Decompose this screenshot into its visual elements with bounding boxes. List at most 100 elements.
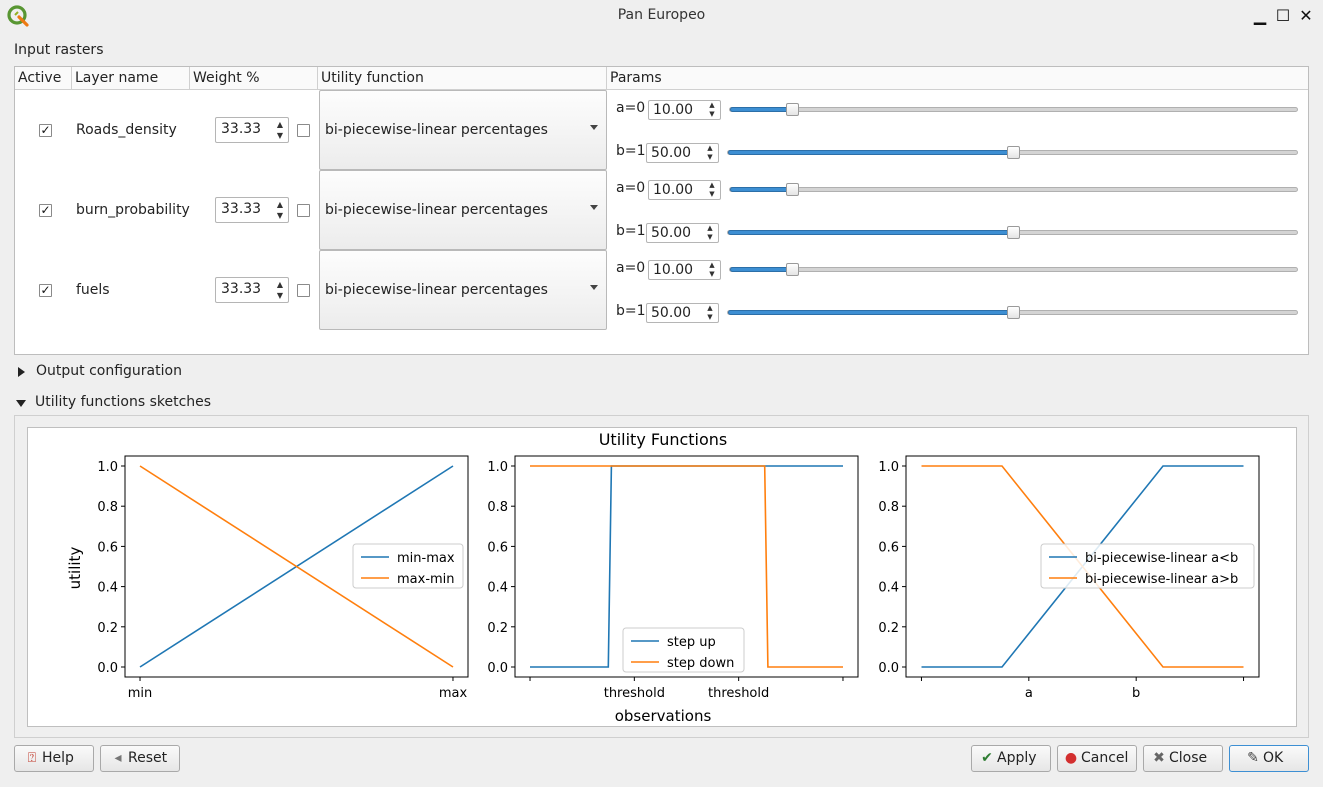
layer-name: burn_probability [76, 202, 190, 218]
qgis-logo-icon [7, 5, 29, 27]
column-header-weight[interactable]: Weight % [190, 67, 318, 90]
param-b-slider[interactable] [727, 226, 1298, 239]
y-axis-label: utility [66, 547, 84, 590]
active-checkbox[interactable]: ✓ [39, 123, 52, 137]
param-a-spinbox[interactable]: 10.00 ▲ ▼ [648, 100, 721, 120]
param-a-spinbox[interactable]: 10.00 ▲ ▼ [648, 180, 721, 200]
x-axis-label: observations [615, 707, 712, 725]
param-a-slider[interactable] [729, 103, 1298, 116]
param-a-slider[interactable] [729, 183, 1298, 196]
param-b-label: b=1 [616, 223, 646, 239]
minimize-button[interactable]: ▁ [1253, 6, 1267, 25]
column-header-active[interactable]: Active [15, 67, 72, 90]
reset-icon: ◂ [114, 750, 122, 766]
spin-arrows-icon[interactable]: ▲ ▼ [707, 304, 713, 321]
active-checkbox[interactable]: ✓ [39, 283, 52, 297]
utility-sketches-toggle[interactable]: Utility functions sketches [14, 393, 314, 413]
legend-label: step up [667, 635, 716, 650]
weight-spinbox[interactable]: 33.33 ▲ ▼ [215, 277, 289, 303]
close-icon: ✖ [1153, 750, 1165, 766]
param-b-spinbox[interactable]: 50.00 ▲ ▼ [646, 143, 719, 163]
weight-lock-checkbox[interactable] [297, 124, 310, 137]
x-tick-label: threshold [604, 686, 665, 701]
utility-function-combobox[interactable]: bi-piecewise-linear percentages [319, 170, 607, 250]
y-tick-label: 0.6 [878, 540, 899, 555]
reset-label: Reset [128, 750, 168, 766]
help-button[interactable]: ⍰ Help [14, 745, 94, 772]
weight-lock-checkbox[interactable] [297, 284, 310, 297]
subplot-frame [124, 455, 469, 678]
subplot-frame [514, 455, 859, 678]
weight-spinbox[interactable]: 33.33 ▲ ▼ [215, 197, 289, 223]
param-a-value: 10.00 [653, 182, 694, 198]
chevron-down-icon [590, 205, 598, 210]
slider-fill [730, 267, 792, 272]
close-window-button[interactable]: ✕ [1299, 6, 1313, 25]
cancel-label: Cancel [1081, 750, 1129, 766]
utility-sketches-panel: Utility Functions 0.0 0.2 0.4 0.6 0.8 1.0 min ma… [14, 415, 1309, 738]
cancel-button[interactable]: ● Cancel [1057, 745, 1137, 772]
apply-button[interactable]: ✔ Apply [971, 745, 1051, 772]
weight-value: 33.33 [221, 121, 262, 137]
param-b-slider[interactable] [727, 306, 1298, 319]
input-rasters-table: Active Layer name Weight % Utility funct… [14, 66, 1309, 355]
slider-fill [728, 150, 1013, 155]
param-b-slider[interactable] [727, 146, 1298, 159]
param-a-slider[interactable] [729, 263, 1298, 276]
spin-arrows-icon[interactable]: ▲ ▼ [276, 200, 284, 220]
slider-handle[interactable] [1007, 146, 1020, 159]
slider-handle[interactable] [786, 183, 799, 196]
param-b-spinbox[interactable]: 50.00 ▲ ▼ [646, 223, 719, 243]
reset-button[interactable]: ◂ Reset [100, 745, 180, 772]
spin-arrows-icon[interactable]: ▲ ▼ [709, 181, 715, 198]
checkmark-icon: ✔ [981, 750, 993, 766]
y-tick-label: 1.0 [878, 460, 899, 475]
utility-function-value: bi-piecewise-linear percentages [325, 282, 548, 298]
ok-label: OK [1263, 750, 1284, 766]
legend-label: bi-piecewise-linear a>b [1085, 572, 1238, 587]
close-label: Close [1169, 750, 1208, 766]
legend-label: step down [667, 656, 734, 671]
utility-function-combobox[interactable]: bi-piecewise-linear percentages [319, 250, 607, 330]
slider-handle[interactable] [1007, 226, 1020, 239]
spin-arrows-icon[interactable]: ▲ ▼ [276, 120, 284, 140]
maximize-button[interactable]: ☐ [1275, 6, 1291, 25]
param-b-spinbox[interactable]: 50.00 ▲ ▼ [646, 303, 719, 323]
active-checkbox[interactable]: ✓ [39, 203, 52, 217]
slider-fill [728, 310, 1013, 315]
chevron-down-icon [590, 285, 598, 290]
weight-value: 33.33 [221, 201, 262, 217]
y-tick-label: 0.8 [487, 500, 508, 515]
column-header-params[interactable]: Params [610, 70, 662, 86]
spin-arrows-icon[interactable]: ▲ ▼ [707, 224, 713, 241]
weight-lock-checkbox[interactable] [297, 204, 310, 217]
utility-function-combobox[interactable]: bi-piecewise-linear percentages [319, 90, 607, 170]
param-a-spinbox[interactable]: 10.00 ▲ ▼ [648, 260, 721, 280]
legend-box [352, 543, 464, 589]
y-tick-label: 0.8 [878, 500, 899, 515]
slider-handle[interactable] [1007, 306, 1020, 319]
legend-label: bi-piecewise-linear a<b [1085, 551, 1238, 566]
title-bar: Pan Europeo ▁ ☐ ✕ [0, 0, 1323, 32]
utility-function-value: bi-piecewise-linear percentages [325, 202, 548, 218]
param-a-value: 10.00 [653, 262, 694, 278]
layer-name: Roads_density [76, 122, 177, 138]
layer-name: fuels [76, 282, 110, 298]
slider-handle[interactable] [786, 263, 799, 276]
y-tick-label: 0.2 [487, 621, 508, 636]
column-header-utility-function[interactable]: Utility function [318, 67, 607, 90]
spin-arrows-icon[interactable]: ▲ ▼ [276, 280, 284, 300]
legend-label: max-min [397, 572, 455, 587]
ok-button[interactable]: ✎ OK [1229, 745, 1309, 772]
slider-handle[interactable] [786, 103, 799, 116]
spin-arrows-icon[interactable]: ▲ ▼ [709, 261, 715, 278]
close-button[interactable]: ✖ Close [1143, 745, 1223, 772]
spin-arrows-icon[interactable]: ▲ ▼ [707, 144, 713, 161]
table-row: ✓ burn_probability 33.33 ▲ ▼ bi-piecewise… [15, 170, 1308, 250]
y-tick-label: 0.2 [878, 621, 899, 636]
column-header-layer-name[interactable]: Layer name [72, 67, 190, 90]
y-tick-label: 1.0 [97, 460, 118, 475]
output-configuration-toggle[interactable]: Output configuration [14, 362, 314, 382]
spin-arrows-icon[interactable]: ▲ ▼ [709, 101, 715, 118]
weight-spinbox[interactable]: 33.33 ▲ ▼ [215, 117, 289, 143]
